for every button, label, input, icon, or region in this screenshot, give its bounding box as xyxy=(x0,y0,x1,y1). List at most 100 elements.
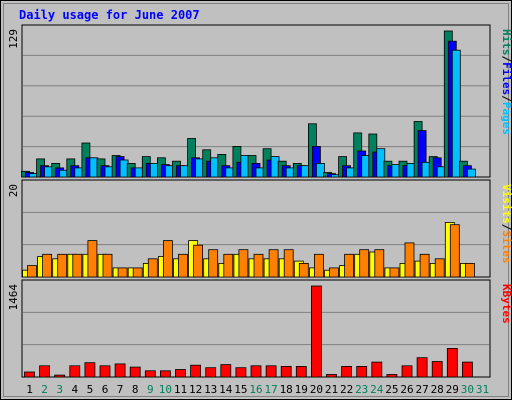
panel-hits-plot-area xyxy=(21,24,491,178)
day-label-17: 17 xyxy=(264,383,277,396)
bar-kbytes-kbytes-day-15 xyxy=(235,367,247,378)
panel-kbytes: 1464 KBytes xyxy=(7,279,512,378)
bar-kbytes-kbytes-day-30 xyxy=(461,361,473,378)
bar-kbytes-kbytes-day-14 xyxy=(220,364,232,378)
legend-pages: Pages xyxy=(500,102,512,135)
day-label-16: 16 xyxy=(249,383,262,396)
day-label-18: 18 xyxy=(280,383,293,396)
day-label-31: 31 xyxy=(476,383,489,396)
bar-kbytes-kbytes-day-24 xyxy=(371,361,383,378)
day-label-28: 28 xyxy=(431,383,444,396)
day-label-15: 15 xyxy=(234,383,247,396)
bar-kbytes-kbytes-day-18 xyxy=(280,365,292,378)
bar-visits-sites-day-7 xyxy=(117,267,128,278)
day-labels: 1 2 3 4 5 6 7 8 9 10 11 12 13 14 15 16 17 18 19 20 21 22 23 24 2… xyxy=(26,383,489,396)
legend-kbytes: KBytes xyxy=(500,284,512,324)
bar-kbytes-kbytes-day-22 xyxy=(341,365,353,378)
bar-visits-sites-day-3 xyxy=(57,253,68,278)
bar-visits-sites-day-25 xyxy=(389,267,400,278)
bar-kbytes-kbytes-day-10 xyxy=(159,370,171,378)
bar-visits-sites-day-28 xyxy=(434,258,445,278)
day-label-6: 6 xyxy=(102,383,109,396)
bar-kbytes-kbytes-day-3 xyxy=(54,374,66,378)
legend-separator: / xyxy=(500,95,512,102)
legend-files: Files xyxy=(500,62,512,95)
day-label-2: 2 xyxy=(41,383,48,396)
day-label-10: 10 xyxy=(159,383,172,396)
bar-visits-sites-day-6 xyxy=(102,253,113,278)
bar-kbytes-kbytes-day-25 xyxy=(386,374,398,378)
day-label-9: 9 xyxy=(147,383,154,396)
bar-visits-sites-day-27 xyxy=(419,253,430,278)
day-label-3: 3 xyxy=(56,383,63,396)
day-label-25: 25 xyxy=(385,383,398,396)
bar-kbytes-kbytes-day-4 xyxy=(69,365,81,378)
bar-kbytes-kbytes-day-1 xyxy=(24,371,35,378)
bar-visits-sites-day-26 xyxy=(404,242,415,278)
bar-visits-sites-day-11 xyxy=(178,253,188,278)
bar-visits-sites-day-21 xyxy=(329,267,339,278)
legend-sites: Sites xyxy=(500,230,512,263)
bar-visits-sites-day-13 xyxy=(208,249,219,278)
bar-hits-pages-day-30 xyxy=(466,168,476,178)
panel-visits-ymax-label: 20 xyxy=(7,184,20,197)
bar-hits-pages-day-20 xyxy=(315,162,325,178)
bar-kbytes-kbytes-day-6 xyxy=(99,365,111,378)
day-label-11: 11 xyxy=(174,383,187,396)
bar-kbytes-kbytes-day-29 xyxy=(446,347,458,378)
bar-visits-sites-day-12 xyxy=(193,244,204,278)
day-label-21: 21 xyxy=(325,383,338,396)
bar-kbytes-kbytes-day-26 xyxy=(401,365,413,378)
bar-kbytes-kbytes-day-5 xyxy=(84,362,96,378)
chart-frame-inner xyxy=(3,3,509,397)
bar-kbytes-kbytes-day-7 xyxy=(114,363,126,378)
bar-kbytes-kbytes-day-21 xyxy=(326,374,337,378)
day-label-23: 23 xyxy=(355,383,368,396)
panel-kbytes-ymax-label: 1464 xyxy=(7,284,20,311)
bar-visits-sites-day-18 xyxy=(283,249,294,278)
bar-visits-sites-day-17 xyxy=(268,249,279,278)
day-label-24: 24 xyxy=(370,383,384,396)
day-label-19: 19 xyxy=(295,383,308,396)
bar-visits-sites-day-4 xyxy=(72,253,83,278)
legend-separator: / xyxy=(500,224,512,231)
bar-kbytes-kbytes-day-17 xyxy=(265,365,277,378)
day-label-4: 4 xyxy=(71,383,78,396)
bar-visits-sites-day-2 xyxy=(42,253,52,278)
bar-kbytes-kbytes-day-28 xyxy=(431,361,443,378)
day-label-13: 13 xyxy=(204,383,217,396)
bar-visits-sites-day-30 xyxy=(464,262,475,278)
panel-visits: 20 Visits/Sites xyxy=(7,179,512,278)
bar-visits-sites-day-22 xyxy=(344,253,355,278)
panel-kbytes-legend: KBytes xyxy=(500,284,512,324)
panel-hits-legend: Hits/Files/Pages xyxy=(500,29,512,135)
day-label-26: 26 xyxy=(400,383,413,396)
bar-kbytes-kbytes-day-19 xyxy=(295,365,307,378)
bar-visits-sites-day-9 xyxy=(147,258,158,278)
bar-hits-pages-day-29 xyxy=(451,49,461,178)
panel-kbytes-plot-area xyxy=(21,279,491,378)
day-label-1: 1 xyxy=(26,383,33,396)
day-label-29: 29 xyxy=(446,383,459,396)
bar-kbytes-kbytes-day-9 xyxy=(144,370,156,378)
bar-visits-sites-day-16 xyxy=(253,253,264,278)
bar-kbytes-kbytes-day-12 xyxy=(190,364,202,378)
bar-visits-sites-day-8 xyxy=(132,267,143,278)
bar-visits-sites-day-24 xyxy=(374,249,385,278)
day-label-12: 12 xyxy=(189,383,202,396)
day-label-14: 14 xyxy=(219,383,233,396)
day-label-20: 20 xyxy=(310,383,323,396)
bar-visits-sites-day-5 xyxy=(87,240,98,278)
bar-kbytes-kbytes-day-16 xyxy=(250,365,262,378)
bar-kbytes-kbytes-day-13 xyxy=(205,367,217,378)
legend-visits: Visits xyxy=(500,184,512,224)
bar-kbytes-kbytes-day-23 xyxy=(356,365,368,378)
bar-visits-sites-day-10 xyxy=(162,240,173,278)
bar-kbytes-kbytes-day-2 xyxy=(39,365,50,378)
panel-hits: 129 Hits/Files/Pages xyxy=(7,24,512,178)
day-label-22: 22 xyxy=(340,383,353,396)
bar-kbytes-kbytes-day-8 xyxy=(129,366,141,378)
panel-hits-ymax-label: 129 xyxy=(7,29,20,49)
bar-kbytes-kbytes-day-20 xyxy=(310,285,322,378)
